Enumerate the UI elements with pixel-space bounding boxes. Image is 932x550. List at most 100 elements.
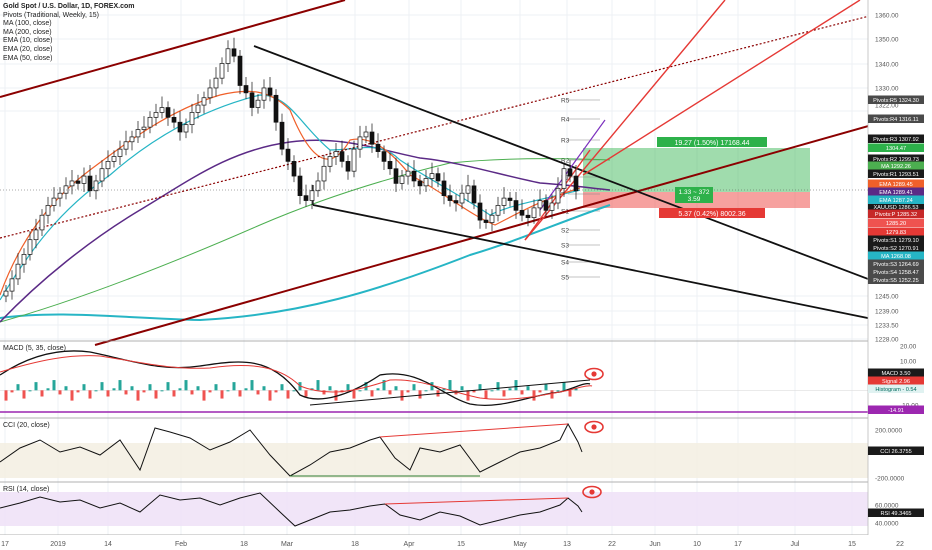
macd-histogram-bar [442,388,446,391]
price-label-text: MA 1292.26 [881,164,911,170]
trendline-upper-channel [0,0,346,98]
pivot-label: R5 [561,98,570,105]
eye-icon[interactable] [584,367,604,381]
candle-body [567,168,573,177]
candle-body [201,97,207,106]
legend-item-ema10[interactable]: EMA (10, close) [3,37,53,45]
legend-item-ma100[interactable]: MA (100, close) [3,20,52,28]
candle-body [3,290,9,297]
candle-body [459,192,465,204]
eye-icon[interactable] [584,420,604,434]
candles[interactable] [3,37,579,303]
legend-title[interactable]: Gold Spot / U.S. Dollar, 1D, FOREX.com [3,3,135,10]
ema50-line [0,139,611,323]
pivot-label: R2 [561,158,570,165]
macd-histogram-bar [136,390,140,401]
price-label-bg [868,114,924,123]
macd-histogram-bar [256,390,260,395]
macd-histogram-bar [364,382,368,391]
macd-histogram-bar [262,386,266,391]
macd-histogram-bar [508,388,512,391]
indicator-label-text: Histogram - 0.54 [875,387,916,393]
macd-histogram-bar [202,390,206,401]
time-axis[interactable]: 17 2019 14 Feb 18 Mar 18 Apr 15 May 13 22 Jun 10 17 Jul… [0,535,932,550]
price-label-text: Pivots:S1 1279.10 [873,238,918,244]
candle-body [285,148,291,162]
macd-histogram-bar [142,390,146,393]
price-label-bg [868,209,924,218]
rsi-pane-label[interactable]: RSI (14, close) [3,486,50,493]
candle-body [453,200,459,204]
cci-tick-label: 200.0000 [875,428,902,435]
pivot-label: S3 [561,243,569,250]
macd-histogram-bar [46,388,50,391]
candle-body [555,187,561,204]
eye-icon[interactable] [582,485,602,499]
macd-pane-label[interactable]: MACD (5, 35, close) [3,345,67,352]
candle-body [447,195,453,201]
chart-legend: Gold Spot / U.S. Dollar, 1D, FOREX.com P… [3,3,134,63]
legend-item-ma200[interactable]: MA (200, close) [3,28,52,36]
candle-body [507,197,513,201]
price-tick-label: 1239.00 [875,309,899,316]
price-label-bg [868,235,924,244]
macd-line [0,350,591,406]
price-label-bg [868,218,924,227]
candle-body [171,116,177,123]
time-tick-label: 17 [734,541,742,548]
macd-histogram-bar [406,390,410,393]
stop-label: 5.37 (0.42%) 8002.36 [678,211,745,218]
macd-histogram-bar [478,384,482,391]
price-pane[interactable]: R5R4R3R2R1PS1S2S3S4S5 19.27 (1.50%) 1716… [0,0,932,346]
time-tick-label: 15 [848,541,856,548]
macd-histogram-bar [568,390,572,397]
macd-pane[interactable] [0,350,868,413]
macd-histogram-bar [94,390,98,392]
candle-body [177,121,183,133]
macd-histogram-bar [562,382,566,391]
time-tick-label: 18 [240,541,248,548]
macd-histogram-bar [220,390,224,399]
macd-tick-label: 10.00 [900,359,917,366]
legend-item-ema20[interactable]: EMA (20, close) [3,45,53,53]
time-tick-label: Jul [791,541,800,548]
macd-histogram-bar [328,386,332,391]
legend-item-ema50[interactable]: EMA (50, close) [3,54,53,62]
macd-histogram-bar [172,390,176,397]
price-label-text: EMA 1289.45 [879,182,913,188]
long-position-profit-zone[interactable] [583,148,810,192]
candle-body [135,129,141,138]
pivot-label: R4 [561,117,570,124]
price-label-text: EMA 1287.24 [879,198,913,204]
macd-histogram-bar [418,390,422,399]
candle-body [159,107,165,113]
price-label-bg [868,259,924,268]
macd-histogram-bar [124,390,128,395]
candle-body [489,214,495,223]
candle-body [513,200,519,211]
cci-pane[interactable] [0,422,868,478]
candle-body [237,55,243,86]
trendlines[interactable] [0,0,932,346]
indicator-label-text: Signal 2.96 [882,379,910,385]
macd-histogram-bar [292,390,296,392]
indicator-label-text: RSI 49.3465 [880,511,911,517]
price-label-text: Pivots:P 1285.32 [875,212,917,218]
time-tick-label: 18 [351,541,359,548]
rsi-pane[interactable] [0,492,868,527]
pivot-label: S4 [561,260,569,267]
cci-pane-label[interactable]: CCI (20, close) [3,422,50,429]
macd-histogram-bar [118,380,122,391]
time-tick-label: 14 [104,541,112,548]
candle-body [549,202,555,211]
candle-body [315,180,321,192]
candle-body [273,94,279,123]
cci-divergence-line [379,423,569,438]
price-label-bg [868,243,924,252]
macd-histogram-bar [376,388,380,391]
macd-histogram-bar [532,390,536,401]
price-label-bg [868,161,924,170]
candle-body [399,175,405,184]
legend-item-pivots[interactable]: Pivots (Traditional, Weekly, 15) [3,11,99,19]
